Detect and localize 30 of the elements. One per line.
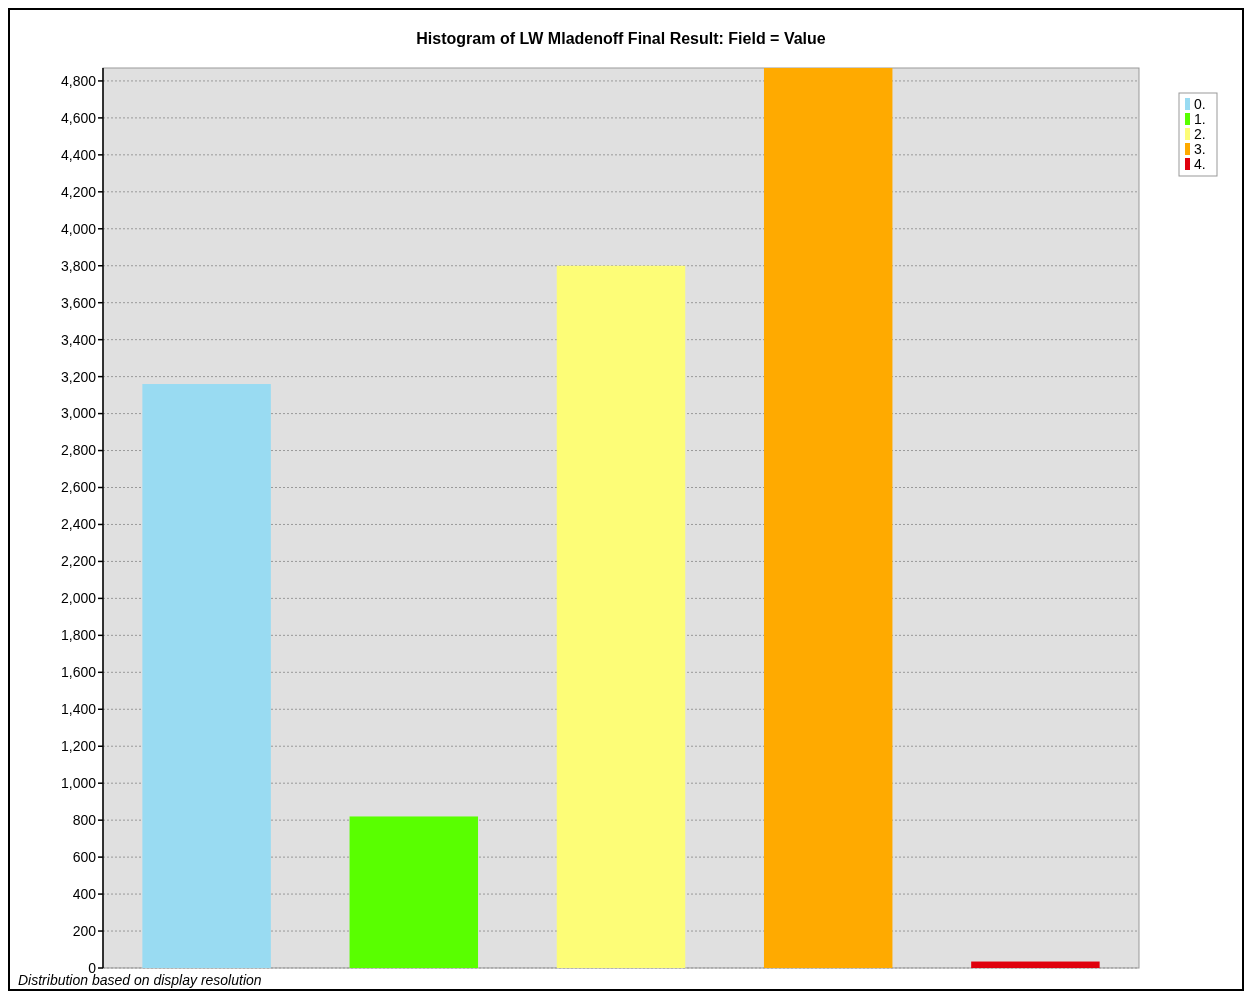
y-tick-label: 1,200 <box>60 738 97 755</box>
legend-label: 2. <box>1194 125 1206 142</box>
y-tick-label: 2,400 <box>60 516 97 533</box>
y-tick-label: 1,600 <box>60 664 97 681</box>
legend-label: 4. <box>1194 155 1206 172</box>
y-tick-label: 1,800 <box>60 627 97 644</box>
y-tick-label: 2,600 <box>60 479 97 496</box>
y-tick-label: 3,200 <box>60 368 97 385</box>
y-tick-label: 4,400 <box>60 146 97 163</box>
y-tick-label: 200 <box>72 922 97 939</box>
y-tick-label: 3,800 <box>60 257 97 274</box>
legend-label: 0. <box>1194 95 1206 112</box>
y-tick-label: 600 <box>72 849 97 866</box>
legend-label: 1. <box>1194 110 1206 127</box>
y-tick-label: 3,400 <box>60 331 97 348</box>
y-tick-label: 1,000 <box>60 775 97 792</box>
y-tick-label: 1,400 <box>60 701 97 718</box>
y-tick-label: 3,600 <box>60 294 97 311</box>
y-tick-label: 4,000 <box>60 220 97 237</box>
y-tick-label: 3,000 <box>60 405 97 422</box>
y-tick-label: 400 <box>72 885 97 902</box>
chart-title: Histogram of LW Mladenoff Final Result: Field = Value <box>416 30 826 47</box>
y-tick-label: 4,200 <box>60 183 97 200</box>
y-tick-label: 4,800 <box>60 72 97 89</box>
legend-label: 3. <box>1194 140 1206 157</box>
y-tick-label: 4,600 <box>60 109 97 126</box>
y-tick-label: 800 <box>72 812 97 829</box>
y-tick-label: 2,200 <box>60 553 97 570</box>
y-tick-label: 2,000 <box>60 590 97 607</box>
y-tick-label: 2,800 <box>60 442 97 459</box>
